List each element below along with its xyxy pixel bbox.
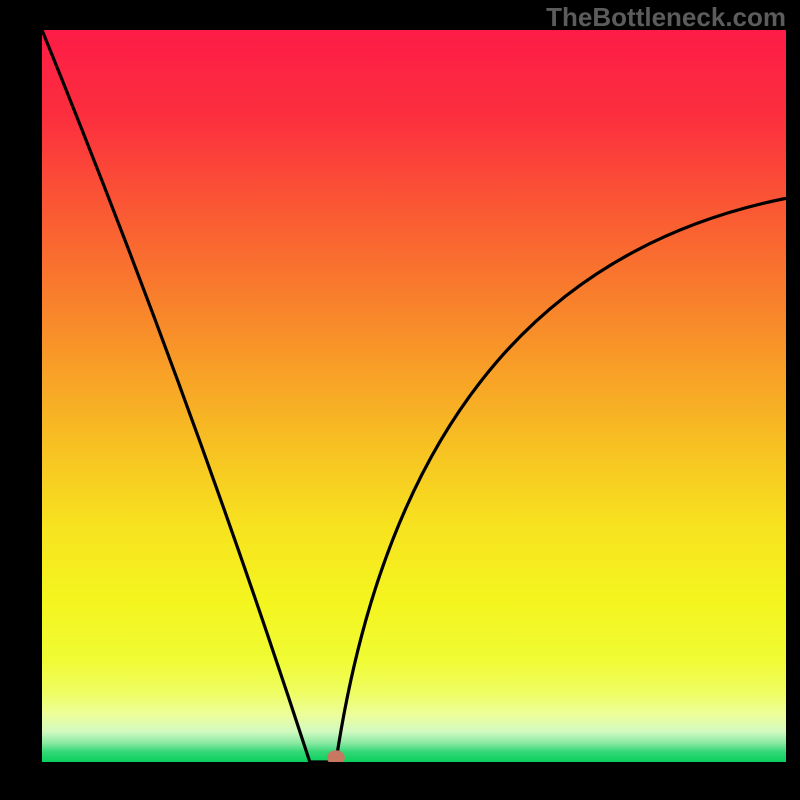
plot-area (42, 30, 786, 762)
curve-path (42, 30, 786, 762)
bottleneck-curve (42, 30, 786, 762)
minimum-marker (327, 750, 345, 762)
watermark-text: TheBottleneck.com (546, 2, 786, 33)
